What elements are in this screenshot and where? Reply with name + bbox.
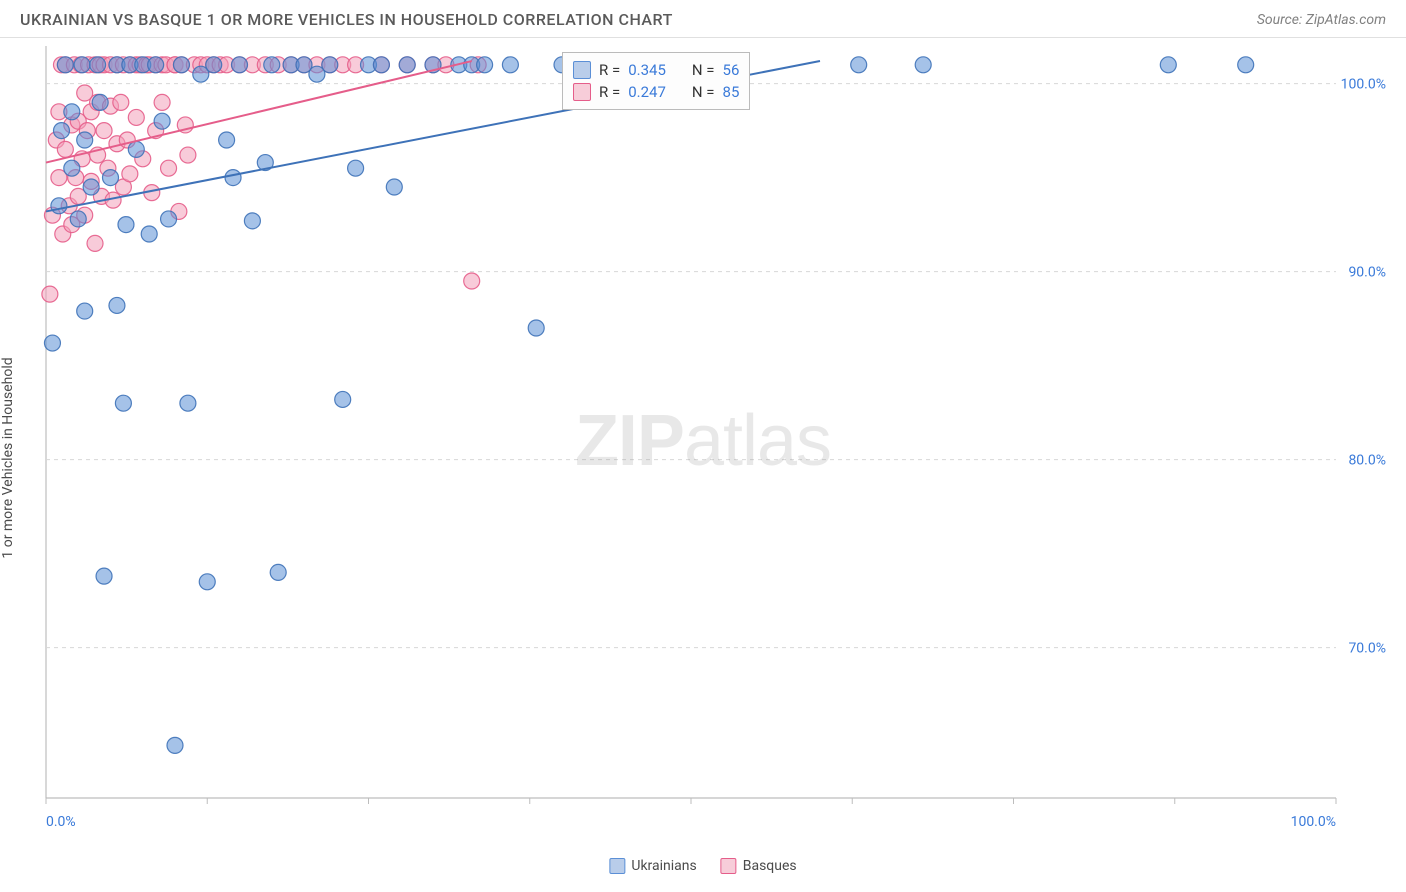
- data-point: [154, 94, 170, 110]
- y-tick-label: 100.0%: [1341, 77, 1386, 93]
- chart-title: UKRAINIAN VS BASQUE 1 OR MORE VEHICLES I…: [20, 10, 673, 29]
- data-point: [57, 141, 73, 157]
- data-point: [528, 320, 544, 336]
- y-tick-label: 90.0%: [1348, 265, 1386, 281]
- legend-item: Ukrainians: [609, 858, 696, 874]
- stat-n-value: 56: [723, 61, 740, 79]
- stat-r-label: R =: [599, 61, 620, 79]
- data-point: [57, 57, 73, 73]
- legend-label: Ukrainians: [631, 858, 696, 874]
- data-point: [232, 57, 248, 73]
- data-point: [348, 160, 364, 176]
- data-point: [118, 217, 134, 233]
- data-point: [92, 94, 108, 110]
- source-label: Source: ZipAtlas.com: [1257, 12, 1386, 28]
- data-point: [77, 303, 93, 319]
- legend-item: Basques: [721, 858, 797, 874]
- data-point: [70, 211, 86, 227]
- data-point: [219, 132, 235, 148]
- legend-label: Basques: [743, 858, 797, 874]
- chart-area: 1 or more Vehicles in Household 70.0% 80.…: [0, 38, 1406, 878]
- data-point: [109, 297, 125, 313]
- stat-n-label: N =: [692, 83, 715, 101]
- scatter-chart: 70.0% 80.0% 90.0% 100.0% 0.0% 100.0%: [0, 38, 1406, 848]
- legend-swatch-icon: [573, 83, 591, 101]
- data-point: [87, 235, 103, 251]
- x-tick-label: 0.0%: [46, 814, 76, 830]
- legend-swatch-icon: [721, 858, 737, 874]
- legend-swatch-icon: [573, 61, 591, 79]
- data-point: [103, 170, 119, 186]
- chart-header: UKRAINIAN VS BASQUE 1 OR MORE VEHICLES I…: [0, 0, 1406, 38]
- legend: Ukrainians Basques: [609, 858, 796, 874]
- data-point: [51, 198, 67, 214]
- data-point: [399, 57, 415, 73]
- data-point: [148, 57, 164, 73]
- y-axis-label: 1 or more Vehicles in Household: [0, 357, 16, 558]
- stat-r-value: 0.345: [628, 61, 666, 79]
- data-point: [335, 391, 351, 407]
- data-point: [96, 568, 112, 584]
- data-point: [206, 57, 222, 73]
- data-point: [180, 147, 196, 163]
- y-tick-label: 70.0%: [1348, 641, 1386, 657]
- data-point: [373, 57, 389, 73]
- data-point: [502, 57, 518, 73]
- stat-n-label: N =: [692, 61, 715, 79]
- data-point: [1160, 57, 1176, 73]
- y-tick-label: 80.0%: [1348, 453, 1386, 469]
- data-point: [270, 564, 286, 580]
- data-point: [113, 94, 129, 110]
- data-point: [851, 57, 867, 73]
- data-point: [167, 737, 183, 753]
- data-point: [199, 574, 215, 590]
- data-point: [1238, 57, 1254, 73]
- data-point: [141, 226, 157, 242]
- data-point: [74, 57, 90, 73]
- data-point: [128, 109, 144, 125]
- data-point: [915, 57, 931, 73]
- data-point: [264, 57, 280, 73]
- legend-swatch-icon: [609, 858, 625, 874]
- data-point: [161, 211, 177, 227]
- stats-row: R = 0.247 N = 85: [573, 81, 739, 103]
- data-point: [464, 273, 480, 289]
- data-point: [64, 160, 80, 176]
- stats-row: R = 0.345 N = 56: [573, 59, 739, 81]
- stat-n-value: 85: [723, 83, 740, 101]
- data-point: [154, 113, 170, 129]
- data-point: [122, 166, 138, 182]
- data-point: [322, 57, 338, 73]
- data-point: [42, 286, 58, 302]
- data-point: [386, 179, 402, 195]
- data-point: [225, 170, 241, 186]
- data-point: [173, 57, 189, 73]
- data-point: [90, 57, 106, 73]
- data-point: [96, 123, 112, 139]
- data-point: [83, 179, 99, 195]
- data-point: [64, 104, 80, 120]
- data-point: [161, 160, 177, 176]
- data-point: [53, 123, 69, 139]
- data-point: [128, 141, 144, 157]
- series-ukrainians: [44, 57, 1253, 754]
- stat-r-value: 0.247: [628, 83, 666, 101]
- data-point: [77, 132, 93, 148]
- stat-r-label: R =: [599, 83, 620, 101]
- x-tick-label: 100.0%: [1291, 814, 1336, 830]
- correlation-stats-box: R = 0.345 N = 56 R = 0.247 N = 85: [562, 52, 750, 110]
- data-point: [477, 57, 493, 73]
- data-point: [180, 395, 196, 411]
- data-point: [44, 335, 60, 351]
- data-point: [244, 213, 260, 229]
- data-point: [115, 395, 131, 411]
